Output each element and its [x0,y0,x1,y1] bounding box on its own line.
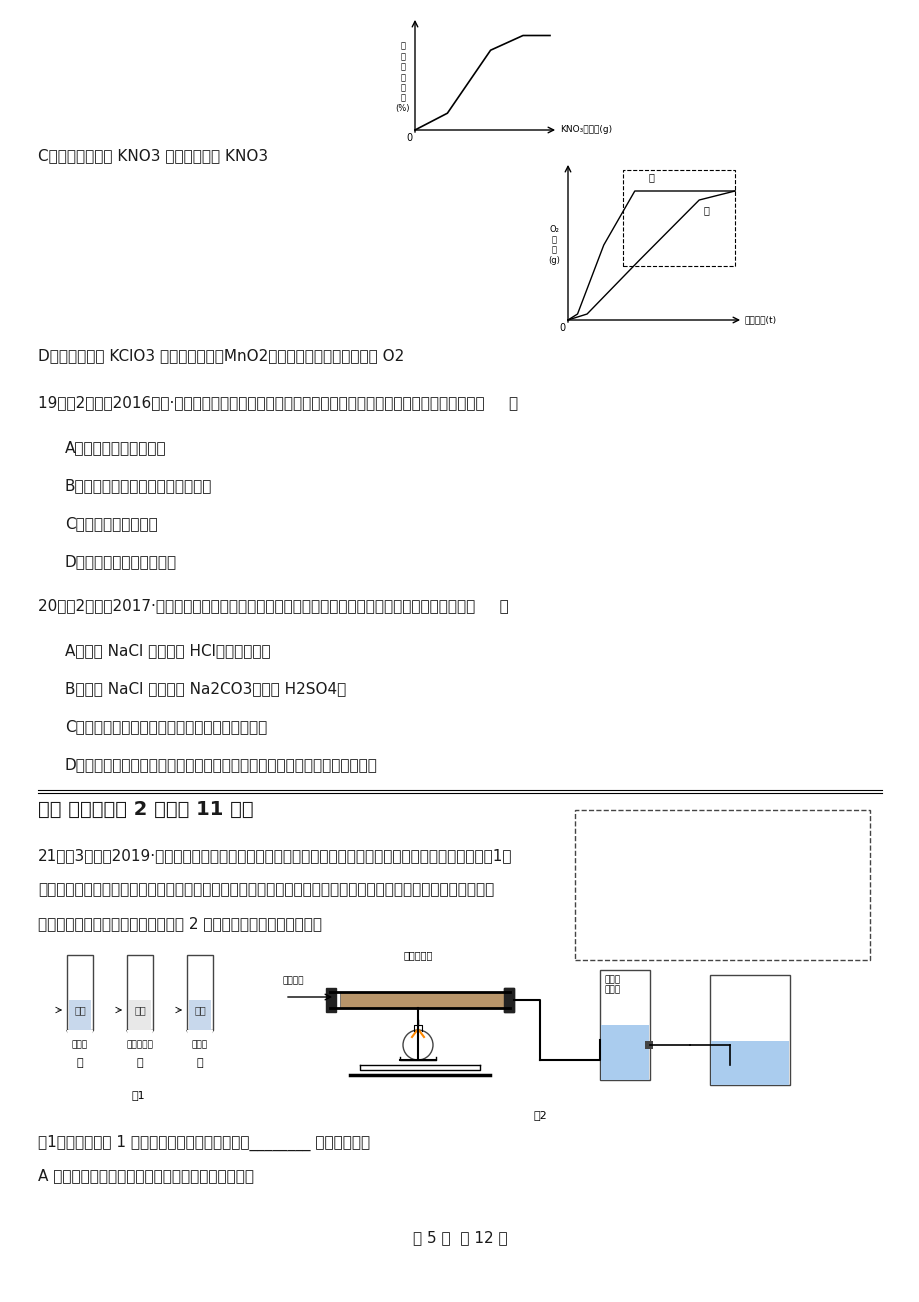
Text: 图2: 图2 [532,1111,546,1120]
Text: 甲: 甲 [76,1059,84,1068]
Text: B．一定含碳氢元素，可能含氧元素: B．一定含碳氢元素，可能含氧元素 [65,478,212,493]
Bar [504,988,514,1012]
Text: 图1: 图1 [131,1090,144,1100]
Text: A．鉴别 NaCl 溶液和稀 HCl（酚酞溶液）: A．鉴别 NaCl 溶液和稀 HCl（酚酞溶液） [65,643,270,658]
Bar [622,171,734,266]
Text: 乙: 乙 [137,1059,143,1068]
Bar [710,1042,789,1085]
Bar [599,970,650,1079]
Text: 反应时间(t): 反应时间(t) [744,315,777,324]
Text: 21．（3分）（2019·碑林模拟）铁是应用最为广泛的金属，以下为某同学所做的与铁相关的两个实验。图1是: 21．（3分）（2019·碑林模拟）铁是应用最为广泛的金属，以下为某同学所做的与… [38,848,512,863]
Bar [574,810,869,960]
Text: 乙: 乙 [703,204,709,215]
Bar [129,1000,151,1030]
Text: KNO₃的质量(g): KNO₃的质量(g) [560,125,611,134]
Text: 氢氧化
钠溶液: 氢氧化 钠溶液 [605,975,620,995]
Bar [188,1000,210,1030]
Bar [600,1025,648,1079]
Text: 20．（2分）（2017·柘城模拟）下列设计的实验方案中（括号中为方法或试剂），你认为可行的是（     ）: 20．（2分）（2017·柘城模拟）下列设计的实验方案中（括号中为方法或试剂），… [38,598,508,613]
Bar [127,954,153,1030]
Text: 锌片: 锌片 [194,1005,206,1016]
Text: D．验证铁、铜、银的金属活动性顺序（硫酸亚铁溶液、硝酸银溶液、铜丝）: D．验证铁、铜、银的金属活动性顺序（硫酸亚铁溶液、硝酸银溶液、铜丝） [65,756,378,772]
Bar [187,954,213,1030]
Text: 氧化铁粉末: 氧化铁粉末 [403,950,432,960]
Text: C．只含碳氧两种元素: C．只含碳氧两种元素 [65,516,157,531]
Text: 甲: 甲 [648,172,653,182]
Wedge shape [127,1030,153,1043]
Text: D．一定含碳氢氧三种元素: D．一定含碳氢氧三种元素 [65,553,177,569]
Text: A．只含碳元素和氢元素: A．只含碳元素和氢元素 [65,440,166,454]
Text: 0: 0 [560,323,565,333]
Text: 二、 实验题（共 2 题；共 11 分）: 二、 实验题（共 2 题；共 11 分） [38,799,254,819]
Bar [69,1000,91,1030]
Bar [504,988,514,1012]
Text: 19．（2分）（2016九上·沙市月考）某物质在空气中燃烧后，只生成二氧化碳和水，则该物质组成中（     ）: 19．（2分）（2016九上·沙市月考）某物质在空气中燃烧后，只生成二氧化碳和水… [38,395,517,410]
Text: C．除去二氧化碳中混有少量的一氧化碳（点燃）: C．除去二氧化碳中混有少量的一氧化碳（点燃） [65,719,267,734]
Text: 第 5 页  共 12 页: 第 5 页 共 12 页 [413,1230,506,1245]
Text: 一氧化碳: 一氧化碳 [283,976,304,986]
Text: 0: 0 [406,133,413,143]
Text: 稀盐酸: 稀盐酸 [72,1040,88,1049]
Text: D．质量相同的 KClO3 中加入催化剂（MnO2）与不加入催化剂加热制取 O2: D．质量相同的 KClO3 中加入催化剂（MnO2）与不加入催化剂加热制取 O2 [38,348,403,363]
Text: 同，稀盐酸体积、浓度均相同）。图 2 是他模拟工业炼铁的装置图。: 同，稀盐酸体积、浓度均相同）。图 2 是他模拟工业炼铁的装置图。 [38,917,322,931]
Text: 溶
质
质
量
分
数
(%): 溶 质 质 量 分 数 (%) [395,42,410,113]
Text: 铁片: 铁片 [74,1005,85,1016]
Text: 稀盐酸: 稀盐酸 [192,1040,208,1049]
Text: 铜片: 铜片 [134,1005,146,1016]
Bar [340,992,505,1008]
Text: O₂
质
量
(g): O₂ 质 量 (g) [548,225,560,266]
Text: 丙: 丙 [197,1059,203,1068]
Text: 他设计的为验证铁、铜、锌、银的金属活动性顺序及与氢的相对位置的实验。（所用金属已打磨，且形状、大小相: 他设计的为验证铁、铜、锌、银的金属活动性顺序及与氢的相对位置的实验。（所用金属已… [38,881,494,897]
Bar [709,975,789,1085]
Bar [325,988,335,1012]
Text: C．一定量不饱和 KNO3 溶液中加固体 KNO3: C．一定量不饱和 KNO3 溶液中加固体 KNO3 [38,148,267,163]
Text: （1）关于上述图 1 中的实验，下列说法正确的是________ （填序号）。: （1）关于上述图 1 中的实验，下列说法正确的是________ （填序号）。 [38,1135,369,1151]
Wedge shape [187,1030,213,1043]
Text: 硝酸银溶液: 硝酸银溶液 [127,1040,153,1049]
Text: B．除去 NaCl 中混有的 Na2CO3（用稀 H2SO4）: B．除去 NaCl 中混有的 Na2CO3（用稀 H2SO4） [65,681,346,697]
Wedge shape [67,1030,93,1043]
Text: A 甲试管中的实验现象为有气泡产生，溶液变为黄色: A 甲试管中的实验现象为有气泡产生，溶液变为黄色 [38,1168,254,1184]
Bar [67,954,93,1030]
Bar [644,1042,652,1049]
